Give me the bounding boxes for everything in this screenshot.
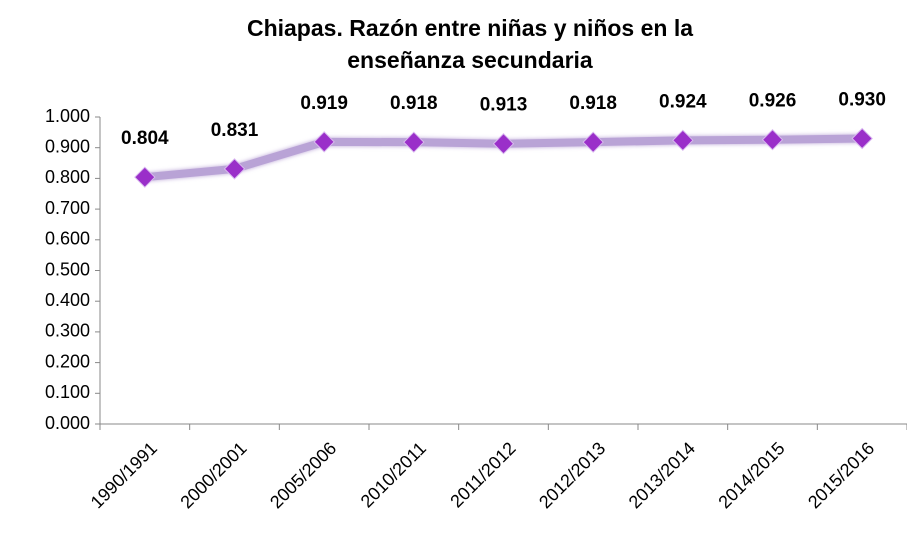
point-marker xyxy=(851,127,873,150)
y-tick-label: 0.500 xyxy=(45,259,90,279)
data-label: 0.831 xyxy=(211,120,259,141)
chart-title: Chiapas. Razón entre niñas y niños en la… xyxy=(246,15,694,73)
data-label: 0.919 xyxy=(300,93,348,114)
y-tick-label: 0.200 xyxy=(45,351,90,371)
data-label: 0.913 xyxy=(480,95,528,116)
x-tick-label: 2015/2016 xyxy=(804,438,878,512)
point-marker xyxy=(492,133,515,155)
y-tick-label: 0.700 xyxy=(45,198,90,218)
x-tick-label: 2010/2011 xyxy=(357,438,430,511)
data-label: 0.930 xyxy=(838,90,886,111)
y-tick-label: 0.400 xyxy=(45,290,90,310)
y-tick-label: 0.600 xyxy=(45,229,90,249)
x-tick-label: 2000/2001 xyxy=(176,438,250,512)
y-tick-label: 1.000 xyxy=(45,106,90,126)
point-marker xyxy=(582,131,604,153)
y-tick-label: 0.800 xyxy=(45,167,90,187)
y-tick-label: 0.100 xyxy=(45,382,90,402)
x-tick-label: 2014/2015 xyxy=(714,438,788,512)
point-marker xyxy=(223,158,246,180)
point-marker xyxy=(403,131,425,153)
x-tick-label: 2005/2006 xyxy=(266,438,340,512)
x-tick-label: 2011/2012 xyxy=(446,438,519,511)
x-tick-label: 2012/2013 xyxy=(535,438,609,512)
point-marker xyxy=(761,129,784,151)
y-tick-label: 0.900 xyxy=(45,136,90,156)
point-marker xyxy=(313,131,335,153)
data-label: 0.926 xyxy=(749,91,797,112)
point-marker xyxy=(134,166,156,188)
x-tick-label: 1990/1991 xyxy=(87,438,161,512)
data-label: 0.924 xyxy=(659,91,707,112)
y-tick-label: 0.000 xyxy=(45,413,90,433)
data-label: 0.918 xyxy=(569,93,617,114)
point-marker xyxy=(672,129,694,152)
data-label: 0.918 xyxy=(390,93,438,114)
data-label: 0.804 xyxy=(121,128,169,149)
y-tick-label: 0.300 xyxy=(45,321,90,341)
x-tick-label: 2013/2014 xyxy=(625,438,699,512)
